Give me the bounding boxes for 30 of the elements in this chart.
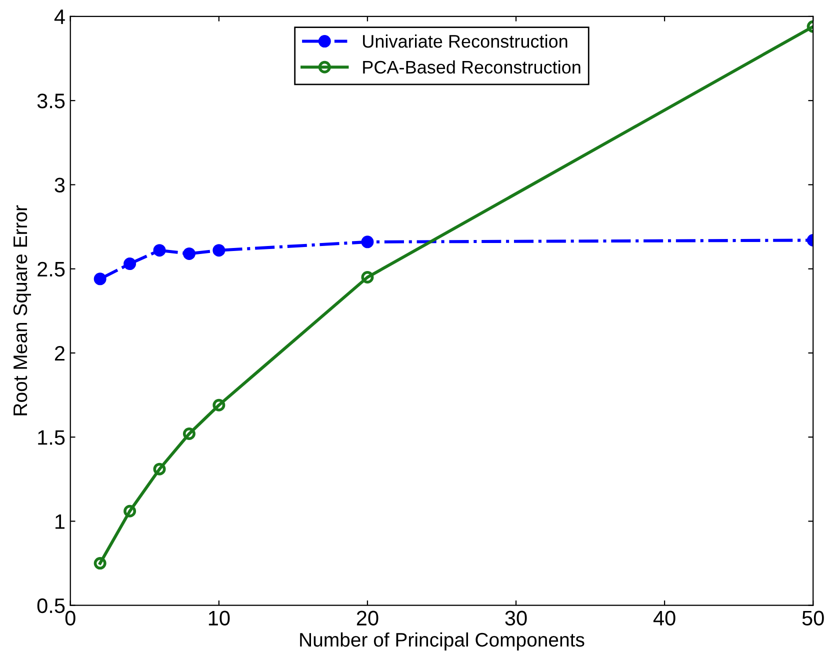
y-tick-label: 3.5 (37, 94, 65, 108)
point (212, 244, 226, 257)
y-axis-title: Root Mean Square Error (13, 205, 32, 416)
x-tick-label: 10 (208, 610, 230, 626)
y-tick-label: 0.5 (37, 598, 65, 614)
point (182, 247, 196, 260)
point (124, 258, 136, 270)
x-tick-label: 40 (653, 610, 676, 626)
point (94, 557, 106, 570)
point (153, 244, 166, 257)
legend-label: PCA-Based Reconstruction (363, 60, 580, 74)
y-tick-label: 4 (54, 10, 65, 24)
x-tick-label: 30 (505, 610, 527, 626)
point (94, 272, 106, 286)
point (124, 504, 136, 518)
y-tick-label: 2 (54, 346, 64, 361)
y-tick-label: 3 (54, 178, 65, 192)
point (361, 271, 374, 284)
point (153, 462, 166, 476)
point (182, 427, 196, 440)
x-tick-label: 50 (802, 610, 824, 626)
legend-label: Univariate Reconstruction (363, 34, 568, 48)
y-tick-label: 1.5 (38, 430, 65, 445)
y-tick-label: 2.5 (38, 262, 65, 277)
point (361, 236, 374, 248)
x-axis-title: Number of Principal Components (300, 632, 584, 651)
x-tick-label: 20 (356, 610, 378, 626)
y-tick-label: 1 (56, 514, 65, 529)
x-tick-label: 0 (65, 610, 76, 626)
point (212, 398, 226, 412)
